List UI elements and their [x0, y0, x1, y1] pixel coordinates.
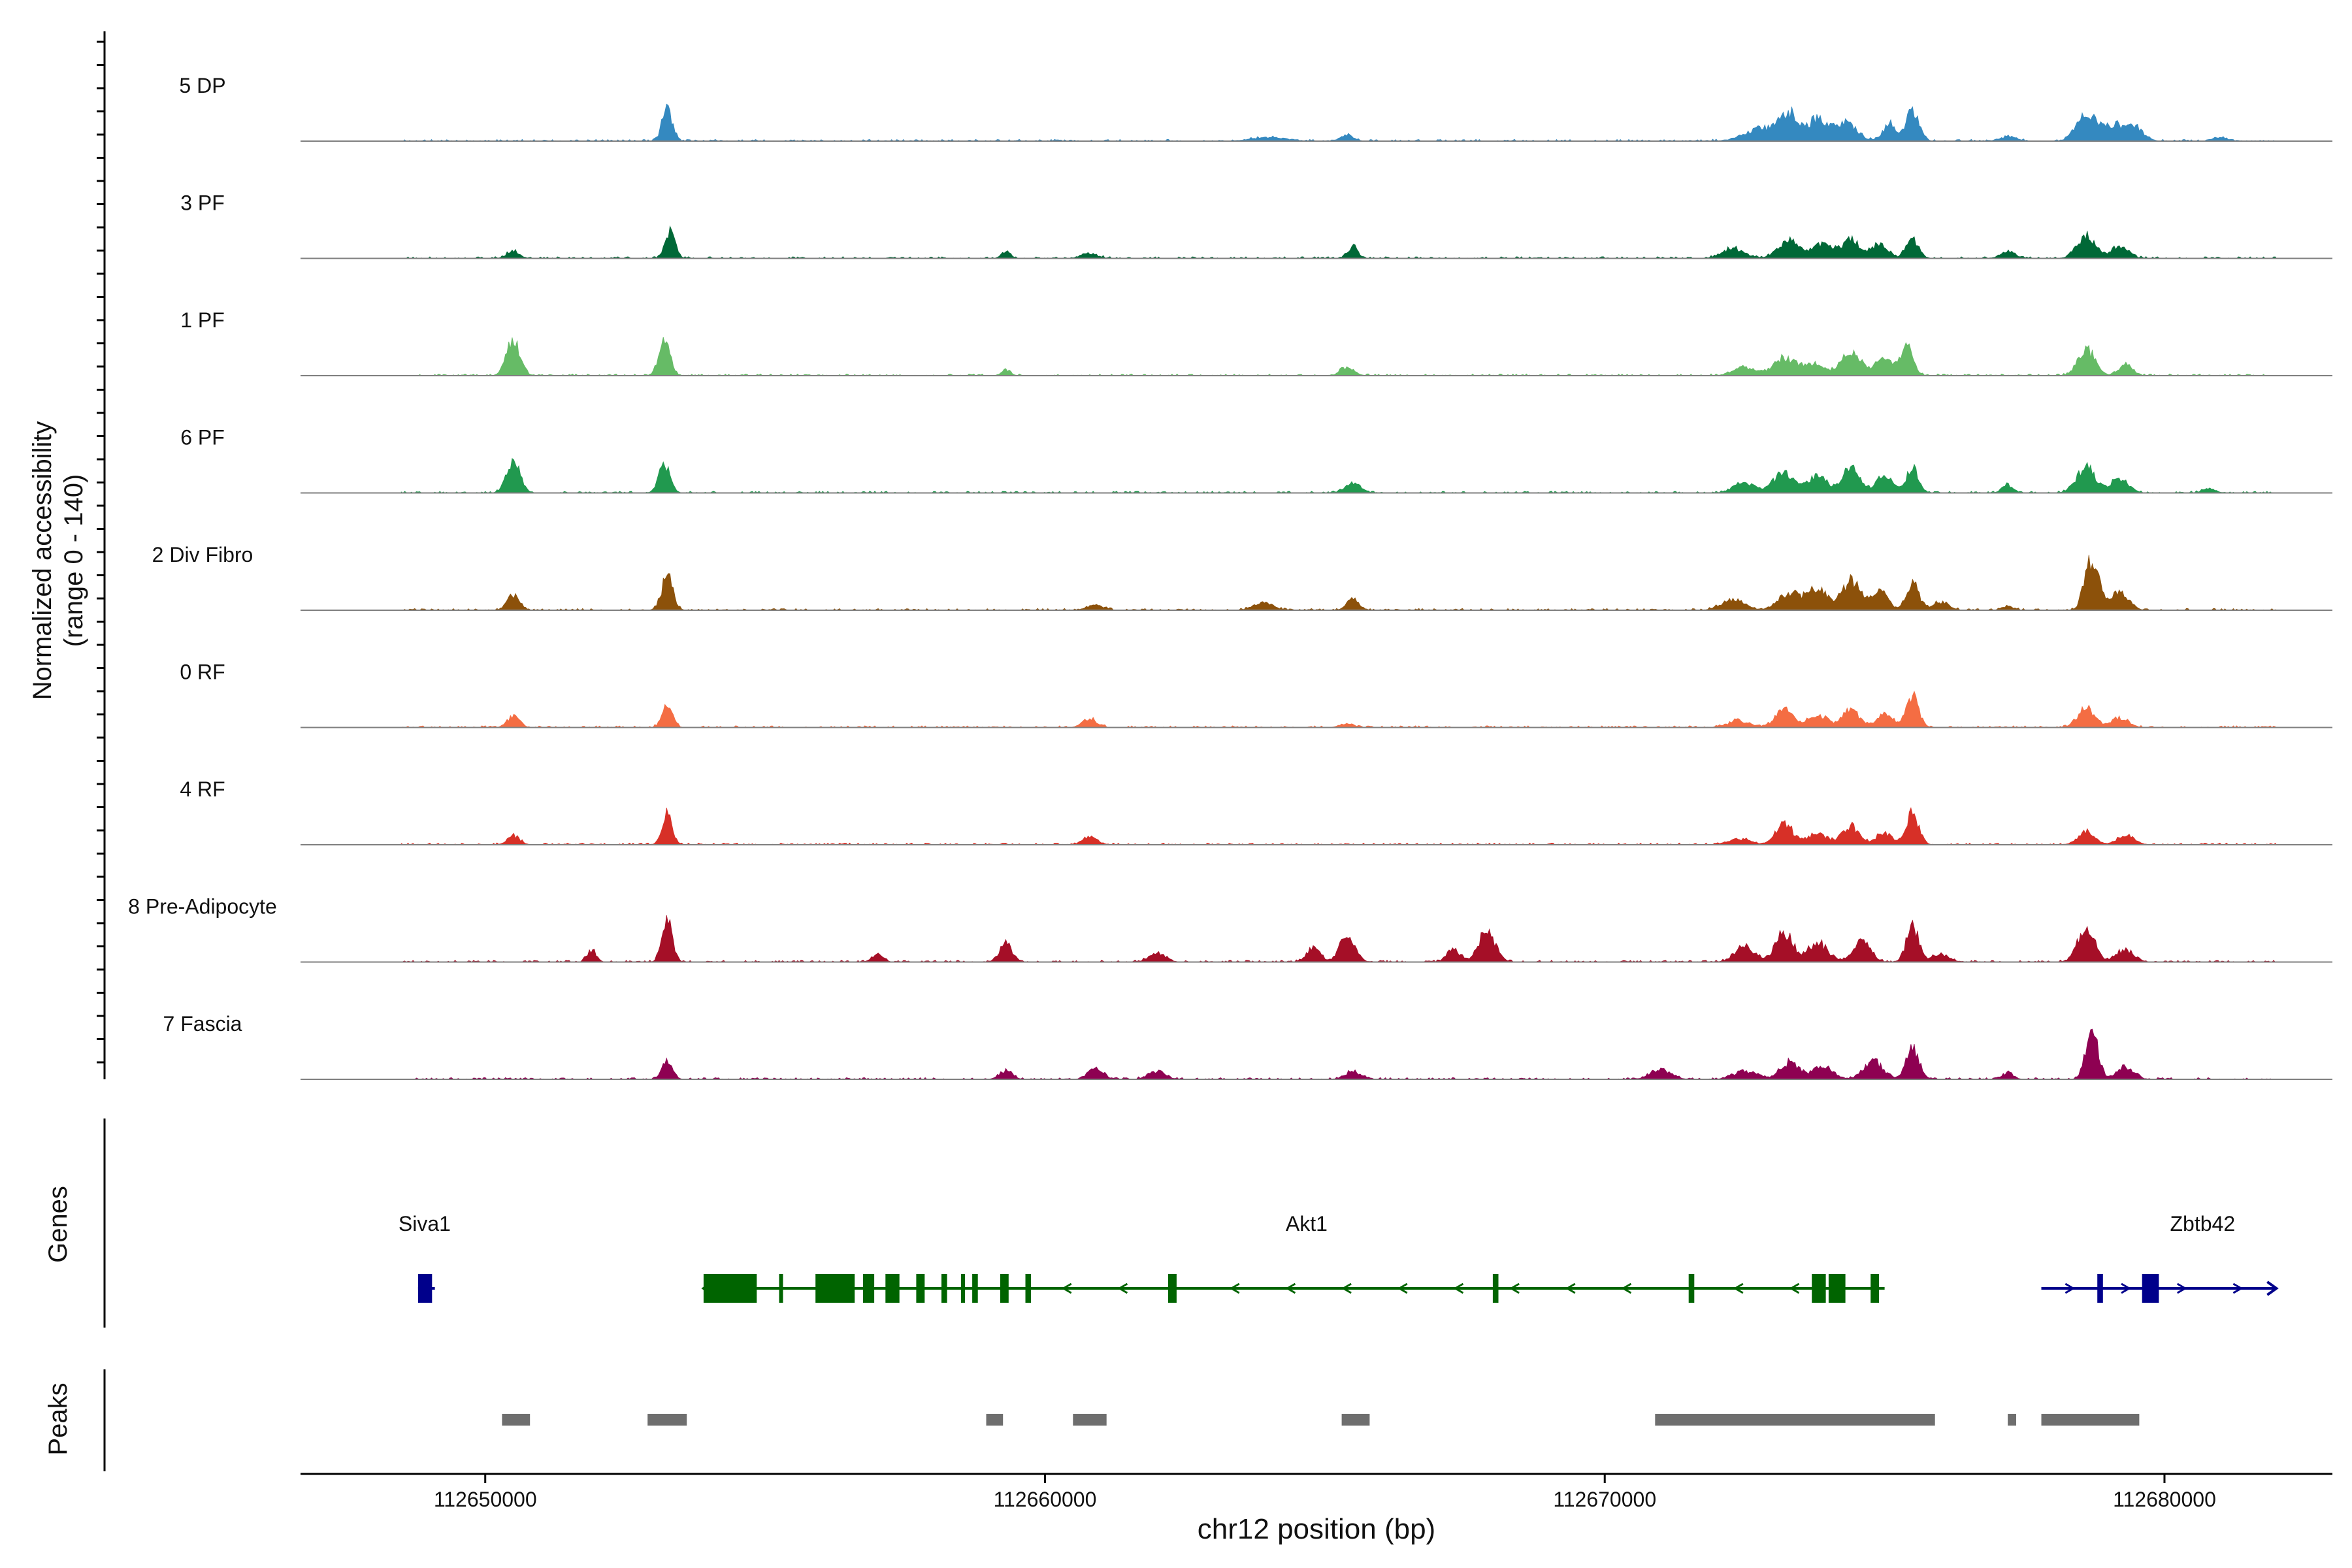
- track-label: 6 PF: [180, 426, 225, 449]
- coverage-signal: [401, 1028, 2277, 1080]
- peak-region: [1073, 1414, 1107, 1426]
- peak-region: [2008, 1414, 2016, 1426]
- coverage-signal: [400, 807, 2278, 845]
- exon-block: [417, 1274, 433, 1303]
- gene-annotation-track: Siva1 Akt1 Zbtb42: [399, 1212, 2279, 1303]
- coverage-signal: [401, 915, 2277, 963]
- exon-block: [2142, 1274, 2159, 1303]
- x-axis: 112650000 112660000 112670000 112680000: [301, 1473, 2332, 1511]
- track-8-pre-adipocyte: 8 Pre-Adipocyte: [128, 895, 2332, 963]
- y-axis-range-label: (range 0 - 140): [59, 474, 88, 647]
- exon-block: [1688, 1274, 1695, 1303]
- strand-arrow: [1285, 1282, 1296, 1294]
- exon-block: [779, 1274, 783, 1303]
- exon-block: [961, 1274, 965, 1303]
- exon-block: [703, 1274, 757, 1303]
- coverage-signal: [401, 337, 2277, 376]
- y-axis-label: Normalized accessibility: [28, 421, 57, 700]
- track-label: 3 PF: [180, 191, 225, 215]
- strand-arrow: [1621, 1282, 1632, 1294]
- gene-akt1: Akt1: [701, 1212, 1885, 1303]
- track-7-fascia: 7 Fascia: [163, 1012, 2332, 1080]
- coverage-signal: [401, 691, 2278, 728]
- exon-block: [916, 1274, 925, 1303]
- strand-arrow: [1453, 1282, 1464, 1294]
- left-axis-coverage: [97, 31, 106, 1079]
- track-label: 4 RF: [180, 777, 225, 801]
- exon-block: [815, 1274, 855, 1303]
- track-label: 1 PF: [180, 308, 225, 332]
- track-label: 8 Pre-Adipocyte: [128, 895, 277, 919]
- x-tick-label: 112670000: [1553, 1488, 1656, 1511]
- track-3-pf: 3 PF: [180, 191, 2332, 259]
- strand-arrow: [2266, 1281, 2279, 1296]
- track-0-rf: 0 RF: [180, 661, 2332, 728]
- genes-track-label: Genes: [44, 1186, 73, 1263]
- exon-block: [1000, 1274, 1009, 1303]
- strand-arrow: [1117, 1282, 1128, 1294]
- strand-arrow: [1229, 1282, 1240, 1294]
- gene-zbtb42: Zbtb42: [2041, 1212, 2279, 1303]
- x-axis-ticks: 112650000 112660000 112670000 112680000: [434, 1474, 2216, 1511]
- strand-arrow: [2176, 1282, 2187, 1294]
- exon-block: [1870, 1274, 1880, 1303]
- strand-arrow: [1341, 1282, 1352, 1294]
- coverage-signal: [400, 457, 2277, 494]
- gene-siva1: Siva1: [399, 1212, 451, 1303]
- track-4-rf: 4 RF: [180, 777, 2332, 845]
- exon-block: [885, 1274, 900, 1303]
- strand-arrow: [1397, 1282, 1408, 1294]
- track-label: 0 RF: [180, 661, 225, 684]
- track-label: 7 Fascia: [163, 1012, 242, 1036]
- x-tick-label: 112660000: [994, 1488, 1097, 1511]
- gene-label: Akt1: [1286, 1212, 1328, 1235]
- peaks-track: [502, 1414, 2140, 1426]
- track-label: 5 DP: [179, 74, 225, 97]
- gene-label: Siva1: [399, 1212, 451, 1235]
- exon-block: [972, 1274, 978, 1303]
- exon-block: [1492, 1274, 1499, 1303]
- peak-region: [986, 1414, 1004, 1426]
- track-1-pf: 1 PF: [180, 308, 2332, 376]
- strand-arrow: [1565, 1282, 1576, 1294]
- track-5-dp: 5 DP: [179, 74, 2332, 142]
- x-tick-label: 112650000: [434, 1488, 537, 1511]
- track-6-pf: 6 PF: [180, 426, 2332, 494]
- strand-arrow: [2121, 1282, 2131, 1294]
- peak-region: [1655, 1414, 1935, 1426]
- track-label: 2 Div Fibro: [152, 543, 253, 566]
- exon-block: [941, 1274, 947, 1303]
- strand-arrow: [2065, 1282, 2076, 1294]
- strand-arrow: [1789, 1282, 1800, 1294]
- peak-region: [1341, 1414, 1370, 1426]
- peaks-track-label: Peaks: [44, 1382, 73, 1455]
- x-tick-label: 112680000: [2113, 1488, 2216, 1511]
- exon-block: [1812, 1274, 1826, 1303]
- exon-block: [1025, 1274, 1032, 1303]
- peak-region: [502, 1414, 531, 1426]
- peak-region: [2041, 1414, 2140, 1426]
- peak-region: [647, 1414, 687, 1426]
- coverage-tracks: 5 DP 3 PF 1 PF 6 PF 2 Div Fibro 0 RF 4 RF 8 Pre…: [128, 74, 2332, 1080]
- strand-arrow: [1733, 1282, 1744, 1294]
- exon-block: [1168, 1274, 1177, 1303]
- track-2-div-fibro: 2 Div Fibro: [152, 543, 2332, 611]
- gene-label: Zbtb42: [2170, 1212, 2236, 1235]
- coverage-signal: [401, 225, 2278, 259]
- exon-block: [1828, 1274, 1846, 1303]
- strand-arrow: [1061, 1282, 1072, 1294]
- exon-block: [2097, 1274, 2103, 1303]
- strand-arrow: [1509, 1282, 1520, 1294]
- exon-block: [863, 1274, 875, 1303]
- x-axis-label: chr12 position (bp): [1198, 1513, 1435, 1545]
- coverage-axis-ticks: [97, 41, 105, 1064]
- strand-arrow: [2232, 1282, 2244, 1294]
- coverage-signal: [401, 555, 2277, 611]
- coverage-signal: [400, 103, 2277, 142]
